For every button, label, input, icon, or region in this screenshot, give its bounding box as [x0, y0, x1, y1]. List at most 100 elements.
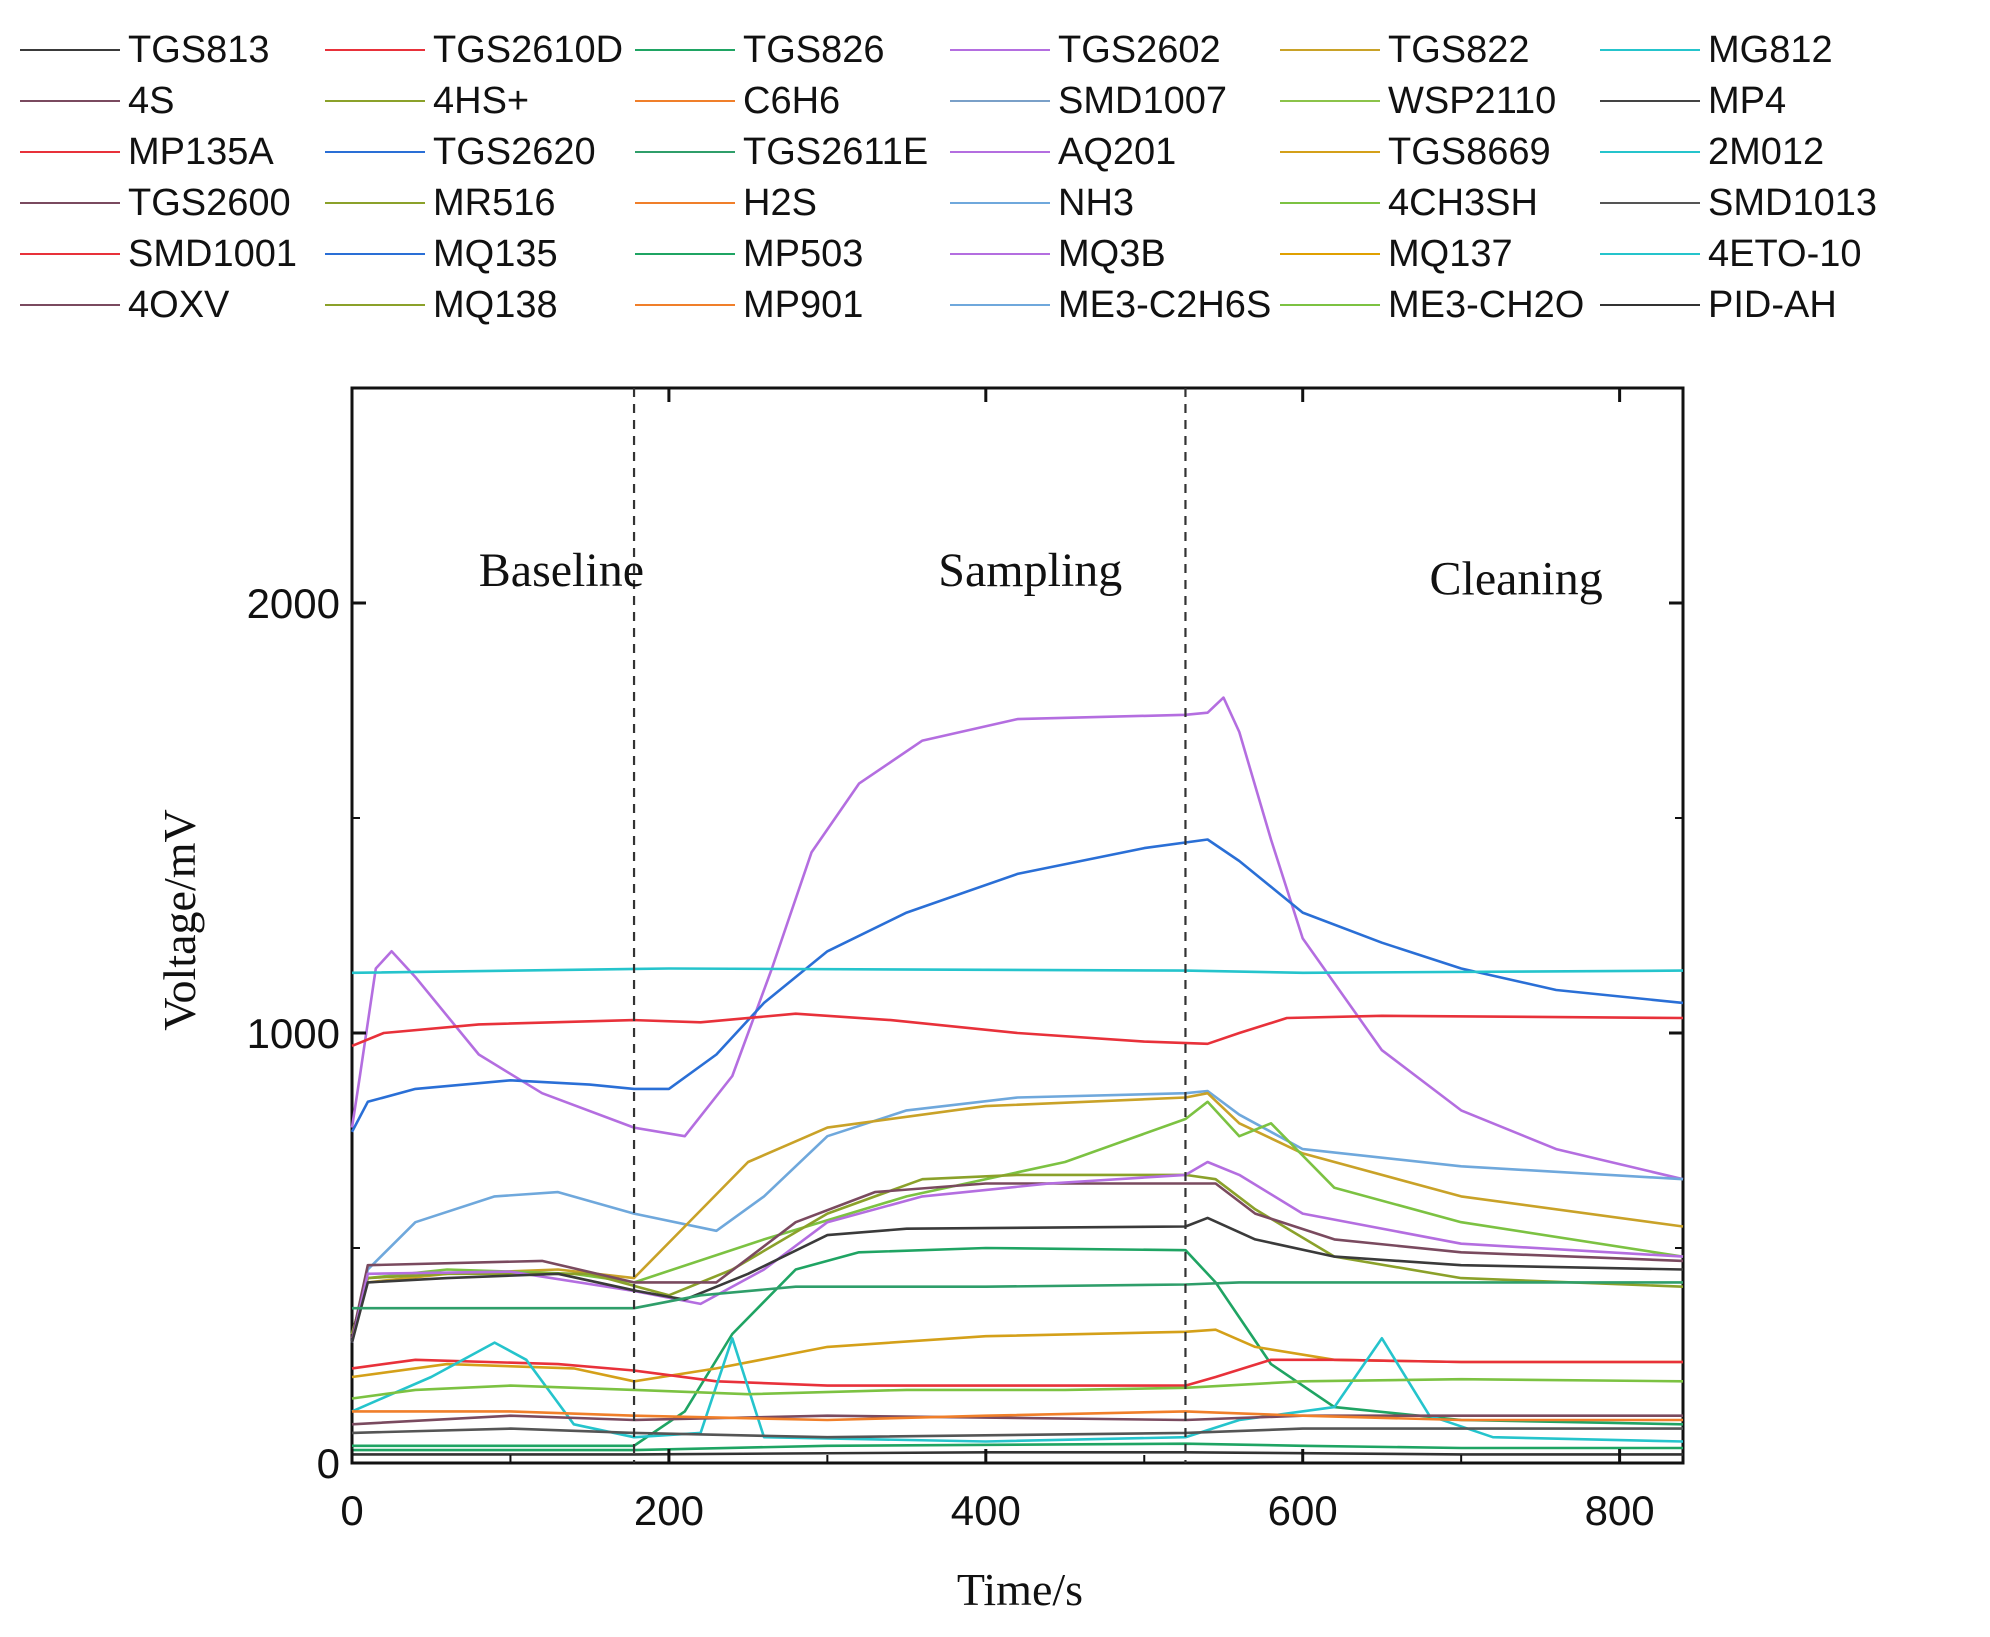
legend-swatch	[20, 100, 120, 102]
legend-swatch	[1280, 304, 1380, 306]
series-line-nh3	[350, 1089, 1684, 1343]
legend-label: 2M012	[1708, 131, 1825, 173]
legend: TGS813 TGS2610D TGS826 TGS2602 TGS822 MG812 4S…	[20, 25, 1940, 345]
legend-label: ME3-C2H6S	[1058, 284, 1272, 326]
series-line-tgs2611e	[352, 1281, 1683, 1310]
legend-label: TGS826	[743, 29, 885, 71]
y-tick-label: 0	[317, 1440, 340, 1487]
series-line-4oxv	[351, 1414, 1683, 1426]
legend-label: MP503	[743, 233, 864, 275]
legend-label: TGS2602	[1058, 29, 1221, 71]
legend-label: NH3	[1058, 182, 1135, 224]
legend-label: MP4	[1708, 80, 1787, 122]
legend-label: MQ135	[433, 233, 558, 275]
series-line-tgs8669	[351, 1328, 1683, 1383]
y-tick-label: 2000	[247, 580, 340, 627]
series-layer	[350, 696, 1684, 1456]
legend-label: TGS2600	[128, 182, 291, 224]
legend-label: 4HS+	[433, 80, 530, 122]
legend-swatch	[1280, 49, 1380, 51]
legend-label: TGS2620	[433, 131, 596, 173]
phase-label-cleaning: Cleaning	[1429, 552, 1602, 605]
legend-label: MP901	[743, 284, 864, 326]
legend-label: MP135A	[128, 131, 274, 173]
legend-swatch	[20, 202, 120, 204]
phase-label-sampling: Sampling	[938, 544, 1122, 597]
plot-frame	[350, 386, 1685, 1465]
legend-label: SMD1007	[1058, 80, 1227, 122]
legend-swatch	[325, 100, 425, 102]
legend-swatch	[635, 304, 735, 306]
series-line-mg812	[351, 967, 1684, 975]
legend-swatch	[1280, 151, 1380, 153]
x-tick-label: 0	[340, 1487, 363, 1534]
series-line-tgs822	[350, 1091, 1684, 1335]
phase-annotations: Baseline Sampling Cleaning	[479, 544, 1603, 606]
legend-swatch	[635, 151, 735, 153]
legend-swatch	[950, 151, 1050, 153]
y-tick-label: 1000	[247, 1010, 340, 1057]
legend-swatch	[635, 253, 735, 255]
legend-swatch	[325, 151, 425, 153]
series-line-tgs2602	[350, 696, 1684, 1181]
series-line-smd1013	[351, 1427, 1683, 1439]
series-line-c6h6	[352, 1410, 1683, 1422]
series-line-aq201	[350, 1160, 1684, 1343]
legend-swatch	[950, 253, 1050, 255]
legend-label: 4S	[128, 80, 175, 122]
legend-label: AQ201	[1058, 131, 1177, 173]
legend-swatch	[1600, 100, 1700, 102]
series-line-mp135a	[351, 1358, 1683, 1387]
legend-label: SMD1001	[128, 233, 297, 275]
legend-swatch	[1280, 253, 1380, 255]
series-line-tgs826	[352, 1246, 1684, 1448]
legend-label: 4ETO-10	[1708, 233, 1862, 275]
legend-label: MQ137	[1388, 233, 1513, 275]
x-tick-label: 600	[1268, 1487, 1338, 1534]
phase-boundaries	[632, 388, 1187, 1463]
legend-label: MQ138	[433, 284, 558, 326]
legend-label: TGS2611E	[743, 131, 929, 173]
axis-ticks: 0 200 400 600 800 0 1000 2000	[247, 388, 1683, 1534]
legend-swatch	[325, 304, 425, 306]
y-axis-label: Voltage/mV	[154, 809, 205, 1030]
legend-label: MG812	[1708, 29, 1833, 71]
series-line-4eto-10	[351, 1337, 1684, 1443]
phase-label-baseline: Baseline	[479, 544, 644, 597]
legend-label: TGS2610D	[433, 29, 624, 71]
legend-swatch	[20, 151, 120, 153]
legend-swatch	[1600, 151, 1700, 153]
legend-swatch	[950, 304, 1050, 306]
series-line-pid-ah	[352, 1451, 1683, 1456]
legend-swatch	[20, 49, 120, 51]
legend-swatch	[950, 49, 1050, 51]
legend-label: TGS8669	[1388, 131, 1551, 173]
legend-swatch	[1600, 202, 1700, 204]
legend-swatch	[950, 100, 1050, 102]
legend-swatch	[20, 253, 120, 255]
series-line-tgs2610d	[351, 1012, 1684, 1048]
legend-label: ME3-CH2O	[1388, 284, 1585, 326]
legend-label: 4CH3SH	[1388, 182, 1538, 224]
x-tick-label: 200	[634, 1487, 704, 1534]
x-tick-label: 800	[1585, 1487, 1655, 1534]
legend-label: TGS813	[128, 29, 270, 71]
legend-label: C6H6	[743, 80, 841, 122]
legend-swatch	[1600, 253, 1700, 255]
legend-swatch	[325, 49, 425, 51]
series-line-tgs813	[350, 1216, 1684, 1343]
legend-swatch	[1280, 202, 1380, 204]
legend-swatch	[1600, 304, 1700, 306]
legend-swatch	[1600, 49, 1700, 51]
legend-swatch	[1280, 100, 1380, 102]
legend-swatch	[950, 202, 1050, 204]
legend-swatch	[325, 253, 425, 255]
legend-label: 4OXV	[128, 284, 230, 326]
legend-swatch	[325, 202, 425, 204]
legend-swatch	[635, 49, 735, 51]
legend-label: TGS822	[1388, 29, 1530, 71]
legend-label: MR516	[433, 182, 556, 224]
series-line-me3-ch2o	[350, 1100, 1684, 1335]
legend-swatch	[20, 304, 120, 306]
